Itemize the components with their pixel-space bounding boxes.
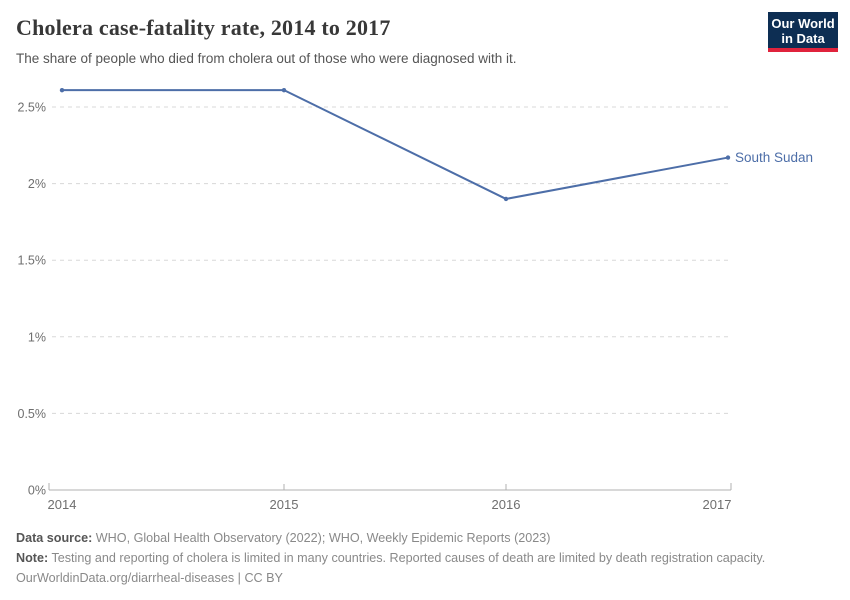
license-suffix: | CC BY: [234, 571, 283, 585]
note-text: Testing and reporting of cholera is limi…: [48, 551, 766, 565]
x-tick-label: 2015: [270, 497, 299, 512]
page-subtitle: The share of people who died from choler…: [16, 51, 517, 66]
y-tick-label: 1%: [28, 330, 46, 344]
series-label[interactable]: South Sudan: [735, 150, 813, 165]
series-line: [61, 89, 729, 200]
chart-footer: Data source: WHO, Global Health Observat…: [16, 528, 834, 588]
data-point: [503, 196, 509, 202]
footer-note-line: Note: Testing and reporting of cholera i…: [16, 548, 834, 568]
datasource-text: WHO, Global Health Observatory (2022); W…: [92, 531, 551, 545]
owid-logo-line2: in Data: [781, 31, 825, 46]
x-tick-label: 2014: [48, 497, 77, 512]
page-title: Cholera case-fatality rate, 2014 to 2017: [16, 15, 391, 40]
y-tick-label: 0.5%: [18, 407, 47, 421]
y-tick-label: 1.5%: [18, 254, 47, 268]
y-tick-label: 2%: [28, 177, 46, 191]
note-label: Note:: [16, 551, 49, 565]
owid-logo-line1: Our World: [771, 16, 835, 31]
datasource-label: Data source:: [16, 531, 93, 545]
x-tick-label: 2017: [703, 497, 732, 512]
footer-license-line: OurWorldinData.org/diarrheal-diseases | …: [16, 568, 834, 588]
footer-datasource-line: Data source: WHO, Global Health Observat…: [16, 528, 834, 548]
y-tick-label: 2.5%: [18, 101, 47, 115]
x-tick-label: 2016: [492, 497, 521, 512]
owid-logo: Our World in Data: [768, 12, 838, 52]
data-point: [281, 87, 287, 93]
y-tick-label: 0%: [28, 484, 46, 498]
data-point: [59, 87, 65, 93]
data-point: [725, 155, 731, 160]
owid-url-link[interactable]: OurWorldinData.org/diarrheal-diseases: [16, 571, 235, 585]
